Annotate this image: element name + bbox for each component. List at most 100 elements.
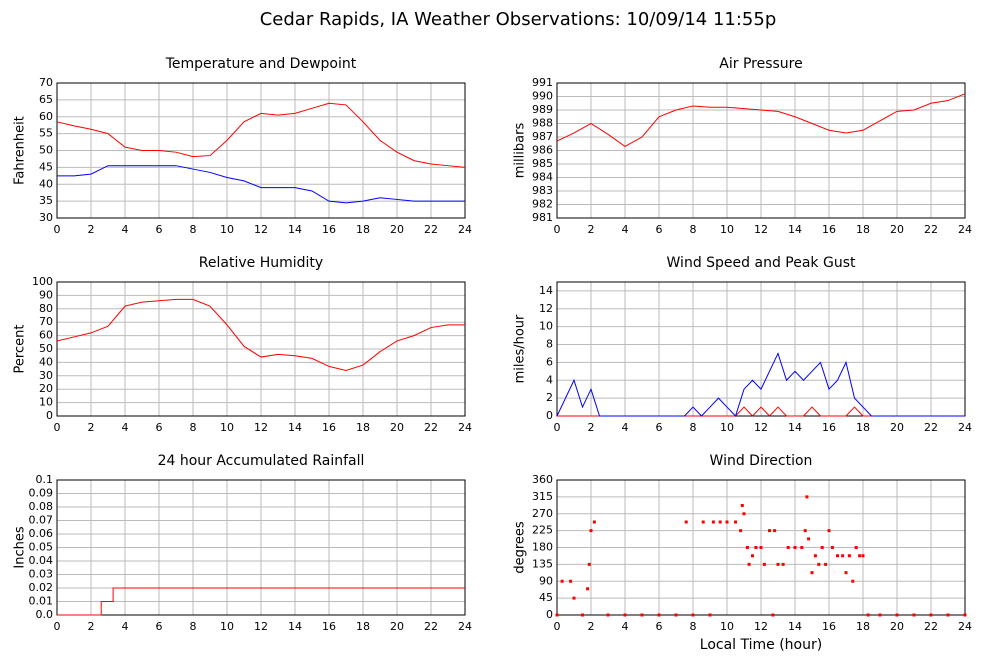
data-point <box>773 529 777 533</box>
y-tick-label: 315 <box>532 490 553 503</box>
data-point <box>847 554 851 558</box>
data-line <box>56 102 466 168</box>
x-tick-label: 10 <box>220 620 234 633</box>
y-axis-label: millibars <box>513 123 528 179</box>
x-tick-label: 0 <box>554 620 561 633</box>
y-tick-label: 60 <box>39 110 53 123</box>
y-tick-label: 50 <box>39 342 53 355</box>
y-tick-label: 0 <box>546 409 553 422</box>
y-tick-label: 0.06 <box>29 527 54 540</box>
chart-title: Wind Speed and Peak Gust <box>667 255 856 271</box>
x-tick-label: 6 <box>156 421 163 434</box>
y-axis-label: Inches <box>13 526 28 568</box>
data-point <box>606 613 610 617</box>
data-point <box>623 613 627 617</box>
y-tick-label: 80 <box>39 302 53 315</box>
data-point <box>946 613 950 617</box>
x-tick-label: 16 <box>822 223 836 236</box>
x-tick-label: 12 <box>254 620 268 633</box>
data-point <box>640 613 644 617</box>
y-tick-label: 981 <box>532 211 553 224</box>
y-tick-label: 45 <box>39 160 53 173</box>
y-tick-label: 4 <box>546 373 553 386</box>
x-tick-label: 18 <box>856 223 870 236</box>
data-point <box>674 613 678 617</box>
x-tick-label: 8 <box>190 421 197 434</box>
x-tick-label: 20 <box>390 421 404 434</box>
y-tick-label: 40 <box>39 177 53 190</box>
data-point <box>820 546 824 549</box>
data-point <box>810 571 814 575</box>
data-point <box>813 554 817 558</box>
data-point <box>851 579 855 583</box>
data-point <box>781 562 785 566</box>
y-tick-label: 70 <box>39 76 53 89</box>
x-tick-label: 0 <box>554 421 561 434</box>
data-line <box>57 165 465 204</box>
x-tick-label: 22 <box>924 620 938 633</box>
y-tick-label: 270 <box>532 507 553 520</box>
x-tick-label: 2 <box>88 620 95 633</box>
x-tick-label: 4 <box>122 620 129 633</box>
data-point <box>592 520 596 524</box>
plot-frame <box>56 479 466 616</box>
data-point <box>754 546 758 549</box>
x-tick-label: 16 <box>322 421 336 434</box>
data-point <box>734 520 737 524</box>
y-tick-label: 984 <box>532 171 553 184</box>
data-point <box>691 613 695 617</box>
x-tick-label: 8 <box>690 620 697 633</box>
plot-frame <box>56 82 466 219</box>
y-tick-label: 0.1 <box>36 473 54 486</box>
data-point <box>836 554 839 558</box>
page-title: Cedar Rapids, IA Weather Observations: 1… <box>260 9 777 30</box>
y-tick-label: 70 <box>39 315 53 328</box>
y-tick-label: 988 <box>532 117 553 130</box>
x-tick-label: 10 <box>220 223 234 236</box>
y-tick-label: 30 <box>39 369 53 382</box>
x-tick-label: 4 <box>122 223 129 236</box>
y-axis-label: miles/hour <box>513 314 528 383</box>
y-tick-label: 0.05 <box>29 541 54 554</box>
x-tick-label: 0 <box>54 223 61 236</box>
data-point <box>555 613 559 617</box>
chart-title: 24 hour Accumulated Rainfall <box>158 453 365 469</box>
x-tick-label: 14 <box>788 223 802 236</box>
data-point <box>747 562 751 566</box>
data-point <box>786 546 790 549</box>
y-tick-label: 45 <box>539 591 553 604</box>
x-tick-label: 2 <box>588 223 595 236</box>
y-tick-label: 55 <box>39 127 53 140</box>
data-point <box>740 504 744 507</box>
data-point <box>776 562 780 566</box>
x-tick-label: 2 <box>88 421 95 434</box>
y-tick-label: 0.09 <box>29 487 54 500</box>
y-tick-label: 985 <box>532 157 553 170</box>
y-tick-label: 90 <box>39 288 53 301</box>
x-tick-label: 0 <box>54 620 61 633</box>
y-tick-label: 8 <box>546 338 553 351</box>
data-point <box>844 571 848 575</box>
data-point <box>589 529 593 533</box>
y-tick-label: 0.02 <box>29 581 54 594</box>
data-point <box>725 520 729 524</box>
y-tick-label: 0.04 <box>29 554 54 567</box>
x-tick-label: 10 <box>220 421 234 434</box>
x-tick-label: 16 <box>322 223 336 236</box>
y-tick-label: 10 <box>39 396 53 409</box>
x-tick-label: 4 <box>622 223 629 236</box>
data-point <box>803 529 807 533</box>
y-tick-label: 2 <box>546 391 553 404</box>
x-tick-label: 14 <box>788 620 802 633</box>
x-tick-label: 22 <box>424 620 438 633</box>
x-tick-label: 6 <box>656 223 663 236</box>
x-tick-label: 14 <box>288 421 302 434</box>
data-point <box>569 579 573 583</box>
data-point <box>581 613 584 617</box>
data-point <box>711 520 715 524</box>
x-tick-label: 8 <box>690 223 697 236</box>
x-tick-label: 2 <box>588 620 595 633</box>
x-axis-label: Local Time (hour) <box>700 637 822 653</box>
